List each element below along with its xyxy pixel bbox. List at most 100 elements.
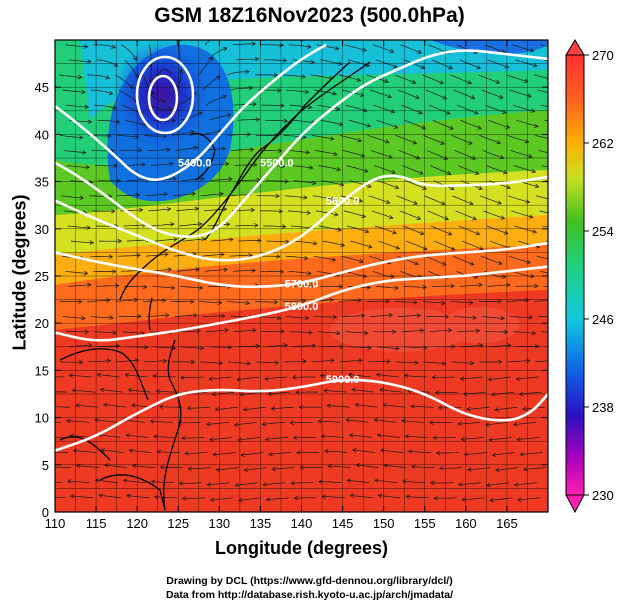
streamline bbox=[95, 479, 118, 484]
streamline-arrow bbox=[281, 224, 287, 229]
streamline-arrow bbox=[534, 283, 539, 289]
streamline-arrow bbox=[143, 284, 148, 290]
streamline bbox=[458, 482, 482, 485]
streamline-arrow bbox=[449, 125, 454, 130]
streamline bbox=[492, 452, 515, 456]
streamline-arrow bbox=[255, 343, 261, 349]
streamline bbox=[340, 195, 363, 202]
streamline-arrow bbox=[308, 165, 314, 170]
streamline-arrow bbox=[111, 208, 116, 214]
streamline-arrow bbox=[467, 467, 472, 472]
streamline bbox=[210, 239, 234, 242]
streamline-arrow bbox=[265, 497, 271, 502]
streamline-arrow bbox=[553, 138, 557, 142]
streamline-arrow bbox=[394, 184, 400, 190]
streamline-arrow bbox=[283, 343, 289, 348]
streamline-arrow bbox=[442, 361, 447, 366]
streamline bbox=[540, 331, 548, 333]
streamline-arrow bbox=[560, 168, 564, 172]
coastline bbox=[259, 61, 351, 151]
colorbar-min-arrow bbox=[565, 494, 585, 514]
streamline-arrow bbox=[528, 153, 533, 159]
streamline-arrow bbox=[439, 80, 445, 85]
streamline bbox=[457, 421, 481, 425]
streamline bbox=[87, 74, 110, 79]
y-tick-label: 30 bbox=[35, 222, 49, 237]
streamline-arrow bbox=[166, 147, 171, 152]
streamline-arrow bbox=[251, 268, 257, 273]
streamline-arrow bbox=[386, 359, 391, 364]
streamline bbox=[260, 44, 284, 46]
streamline-arrow bbox=[367, 244, 373, 249]
streamline-arrow bbox=[485, 482, 491, 488]
streamline-arrow bbox=[472, 315, 478, 320]
streamline bbox=[101, 449, 124, 453]
streamline bbox=[509, 316, 533, 318]
streamline-arrow bbox=[302, 359, 307, 364]
streamline bbox=[98, 494, 122, 499]
streamline bbox=[485, 421, 509, 426]
streamline-arrow bbox=[390, 109, 396, 114]
streamline-arrow bbox=[166, 206, 172, 212]
coastline bbox=[59, 436, 111, 461]
streamline-arrow bbox=[500, 215, 506, 220]
streamline bbox=[181, 346, 204, 349]
credit-drawing: Drawing by DCL (https://www.gfd-dennou.o… bbox=[166, 575, 453, 587]
streamline-arrow bbox=[205, 421, 211, 427]
streamline-arrow bbox=[87, 59, 92, 64]
streamline-arrow bbox=[212, 452, 217, 457]
streamline-arrow bbox=[215, 75, 221, 80]
streamline-arrow bbox=[240, 452, 245, 457]
streamline-arrow bbox=[156, 449, 161, 455]
streamline-arrow bbox=[190, 359, 196, 365]
streamline-arrow bbox=[196, 328, 201, 334]
streamline-arrow bbox=[107, 133, 112, 139]
streamline bbox=[115, 74, 134, 89]
streamline bbox=[450, 301, 474, 304]
streamline bbox=[410, 405, 434, 408]
streamline bbox=[232, 270, 256, 272]
streamline bbox=[93, 44, 116, 48]
streamline-arrow bbox=[108, 254, 114, 259]
streamline bbox=[263, 482, 286, 486]
streamline bbox=[311, 359, 335, 363]
streamline bbox=[208, 376, 232, 380]
streamline bbox=[451, 361, 474, 364]
streamline-arrow bbox=[106, 358, 112, 364]
streamline bbox=[398, 150, 420, 160]
streamline bbox=[292, 59, 315, 63]
streamline-arrow bbox=[66, 418, 71, 424]
streamline-arrow bbox=[470, 95, 476, 100]
streamline-arrow bbox=[557, 213, 561, 217]
streamline-arrow bbox=[405, 494, 410, 499]
streamline-arrow bbox=[332, 314, 338, 320]
streamline-arrow bbox=[485, 422, 490, 427]
streamline-arrow bbox=[180, 24, 184, 28]
streamline-arrow bbox=[78, 135, 84, 140]
streamline-arrow bbox=[161, 98, 166, 104]
streamline bbox=[198, 57, 214, 76]
streamline bbox=[320, 119, 343, 126]
streamline-arrow bbox=[136, 253, 141, 258]
streamline bbox=[367, 134, 390, 143]
streamline bbox=[411, 466, 435, 468]
streamline bbox=[339, 134, 362, 142]
streamline bbox=[208, 114, 231, 121]
streamline-arrow bbox=[87, 119, 93, 125]
streamline-arrow bbox=[403, 373, 409, 378]
streamline-arrow bbox=[392, 64, 398, 69]
streamline bbox=[94, 419, 118, 423]
streamline-arrow bbox=[497, 200, 502, 205]
streamline bbox=[293, 180, 316, 184]
streamline-arrow bbox=[421, 125, 427, 130]
streamline-arrow bbox=[519, 452, 525, 457]
streamline-arrow bbox=[292, 435, 298, 440]
streamline bbox=[486, 482, 510, 486]
streamline-arrow bbox=[471, 155, 477, 160]
streamline-arrow bbox=[533, 63, 538, 68]
streamline bbox=[209, 178, 233, 182]
streamline bbox=[150, 163, 174, 166]
streamline-arrow bbox=[502, 274, 507, 280]
streamline-arrow bbox=[171, 118, 177, 124]
streamline-arrow bbox=[557, 314, 561, 318]
